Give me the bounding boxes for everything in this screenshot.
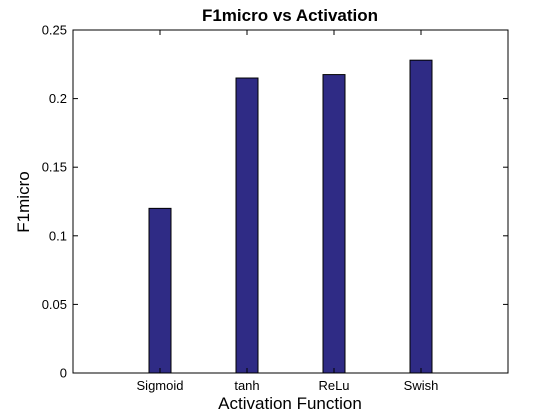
- x-tick-label: tanh: [234, 378, 259, 393]
- y-tick-label: 0: [60, 366, 67, 381]
- y-tick-label: 0.25: [42, 23, 67, 38]
- bar-sigmoid: [148, 207, 172, 374]
- x-tick-label: Sigmoid: [137, 378, 184, 393]
- x-tick-label: Swish: [404, 378, 439, 393]
- bar-relu: [322, 74, 346, 374]
- y-axis-label: F1micro: [14, 171, 33, 232]
- y-tick-label: 0.1: [49, 228, 67, 243]
- chart-title: F1micro vs Activation: [202, 6, 378, 25]
- bar-swish: [409, 59, 433, 374]
- y-tick-label: 0.2: [49, 91, 67, 106]
- x-axis-label: Activation Function: [218, 394, 362, 413]
- y-tick-label: 0.05: [42, 297, 67, 312]
- y-tick-label: 0.15: [42, 160, 67, 175]
- plot-area: [72, 29, 509, 374]
- bar-tanh: [235, 77, 259, 374]
- x-tick-label: ReLu: [318, 378, 349, 393]
